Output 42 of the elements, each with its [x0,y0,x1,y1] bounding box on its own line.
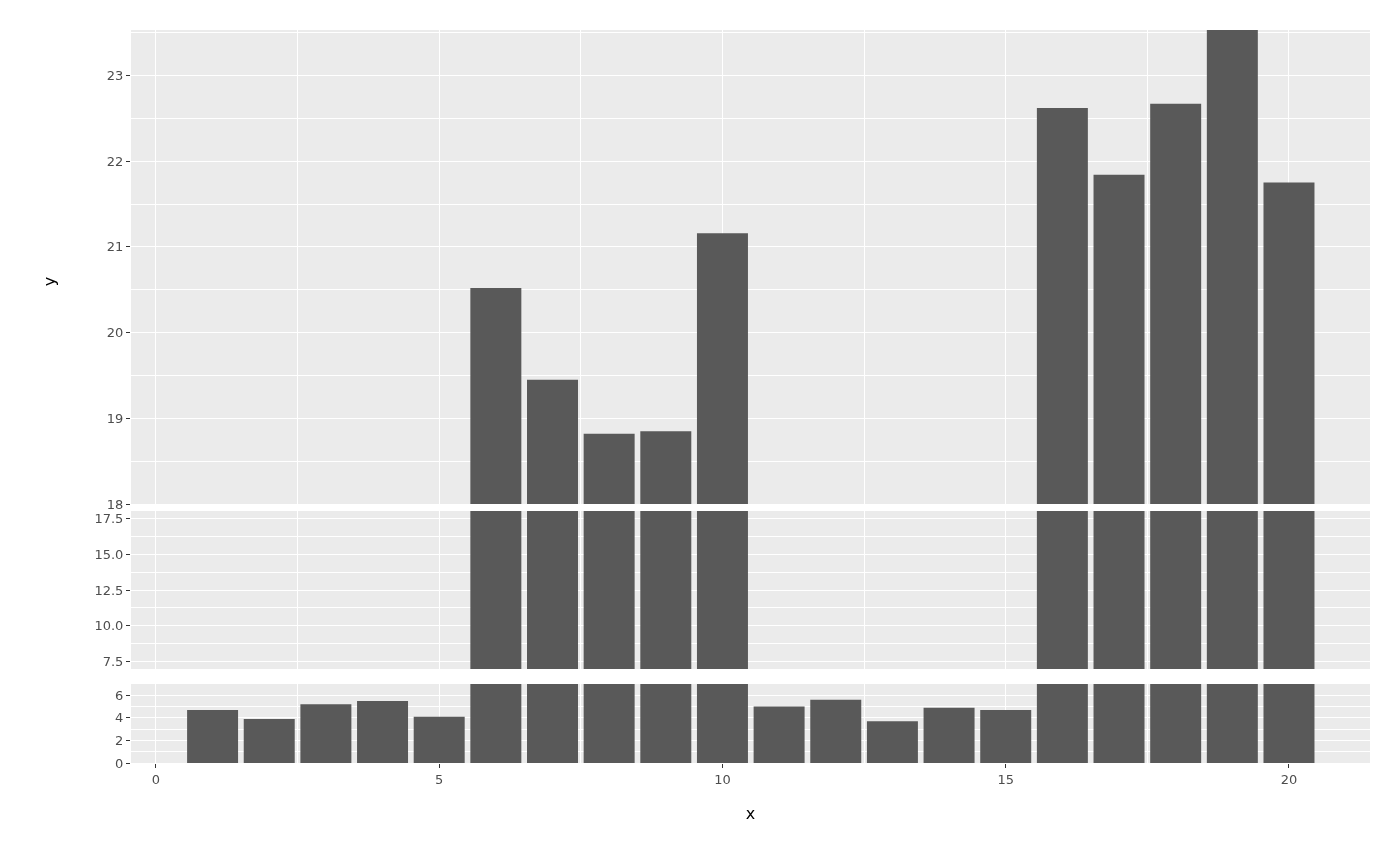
bar [527,684,578,763]
bar [696,684,748,763]
bar [583,684,635,763]
bar [470,684,522,763]
bar [923,707,975,763]
bar [300,704,352,763]
y-tick-label: 21 [106,239,124,255]
bar [243,718,295,763]
y-tick-label: 2 [115,732,124,748]
y-tick-label: 18 [106,496,124,512]
x-axis-title: x [745,804,756,824]
y-tick-label: 0 [115,755,124,771]
bar [357,700,409,763]
bar [187,709,239,763]
y-tick-label: 23 [106,67,124,83]
y-tick-label: 12.5 [94,582,124,598]
x-tick-label: 5 [435,771,444,787]
bar [866,721,918,763]
y-tick-label: 19 [106,410,124,426]
bar [1263,684,1315,763]
bar [1150,684,1202,763]
bar [980,709,1032,763]
bar [1093,684,1145,763]
y-tick-label: 17.5 [94,510,124,526]
bar [810,699,862,763]
bar [1206,684,1258,763]
y-tick-label: 4 [115,710,124,726]
y-tick-label: 7.5 [102,654,124,670]
x-tick-label: 20 [1280,771,1298,787]
bar [640,684,692,763]
bar [753,706,805,763]
bar [1036,684,1088,763]
y-tick-label: 20 [106,325,124,341]
bar [413,716,465,763]
y-tick-label: 15.0 [94,546,124,562]
y-tick-label: 6 [115,687,124,703]
x-tick-label: 0 [151,771,161,787]
y-axis-title: y [39,276,59,287]
x-tick-label: 10 [714,771,731,787]
x-tick-label: 15 [997,771,1014,787]
y-tick-label: 22 [106,153,124,169]
y-tick-label: 10.0 [94,618,124,634]
